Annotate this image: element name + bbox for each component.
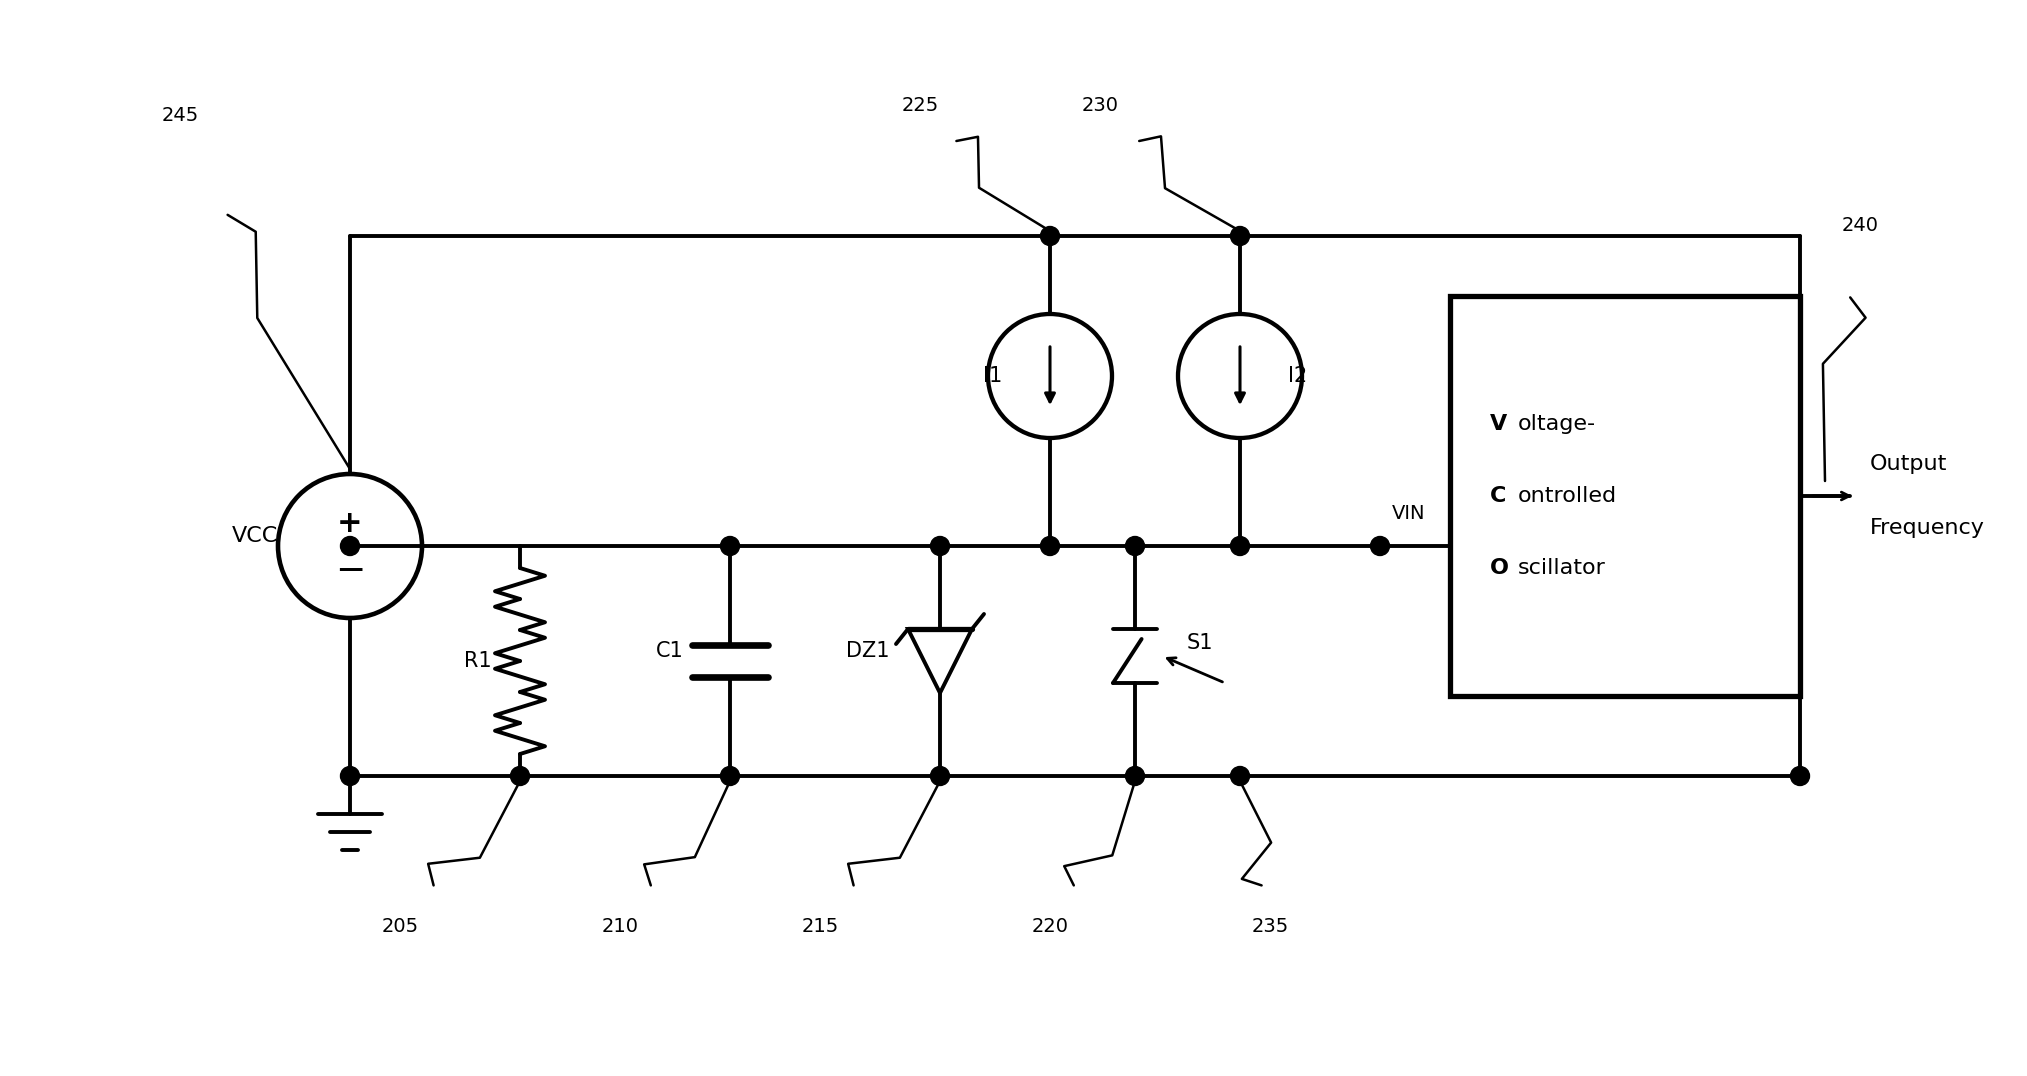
Text: R1: R1: [464, 651, 493, 671]
Text: I1: I1: [983, 366, 1001, 386]
Circle shape: [341, 537, 359, 555]
Text: DZ1: DZ1: [845, 641, 890, 661]
Text: VCC: VCC: [231, 526, 278, 546]
Text: Frequency: Frequency: [1871, 518, 1984, 538]
Text: 235: 235: [1251, 917, 1289, 935]
Text: 205: 205: [381, 917, 418, 935]
Circle shape: [930, 537, 949, 555]
Text: 225: 225: [902, 97, 939, 115]
Circle shape: [1230, 766, 1249, 785]
Text: oltage-: oltage-: [1518, 414, 1595, 434]
Circle shape: [1125, 766, 1145, 785]
Text: C1: C1: [657, 641, 683, 661]
Circle shape: [720, 766, 740, 785]
Circle shape: [930, 766, 949, 785]
Circle shape: [720, 537, 740, 555]
Circle shape: [1370, 537, 1388, 555]
Circle shape: [1790, 766, 1810, 785]
Text: 230: 230: [1082, 97, 1119, 115]
Text: Output: Output: [1871, 454, 1948, 475]
Text: 210: 210: [602, 917, 639, 935]
Circle shape: [1040, 537, 1060, 555]
Text: scillator: scillator: [1518, 558, 1605, 578]
Text: 240: 240: [1841, 216, 1879, 236]
Text: 220: 220: [1032, 917, 1068, 935]
Circle shape: [1040, 227, 1060, 245]
Circle shape: [1230, 227, 1249, 245]
Circle shape: [1230, 537, 1249, 555]
Text: ontrolled: ontrolled: [1518, 486, 1618, 506]
Text: V: V: [1490, 414, 1508, 434]
Text: 245: 245: [162, 107, 199, 126]
Circle shape: [1125, 537, 1145, 555]
Text: C: C: [1490, 486, 1506, 506]
Circle shape: [511, 766, 529, 785]
Text: I2: I2: [1287, 366, 1307, 386]
Text: 215: 215: [801, 917, 839, 935]
Text: S1: S1: [1188, 633, 1214, 653]
Text: −: −: [334, 554, 365, 587]
Text: O: O: [1490, 558, 1508, 578]
Text: +: +: [336, 510, 363, 538]
Circle shape: [341, 766, 359, 785]
Text: VIN: VIN: [1393, 505, 1425, 524]
